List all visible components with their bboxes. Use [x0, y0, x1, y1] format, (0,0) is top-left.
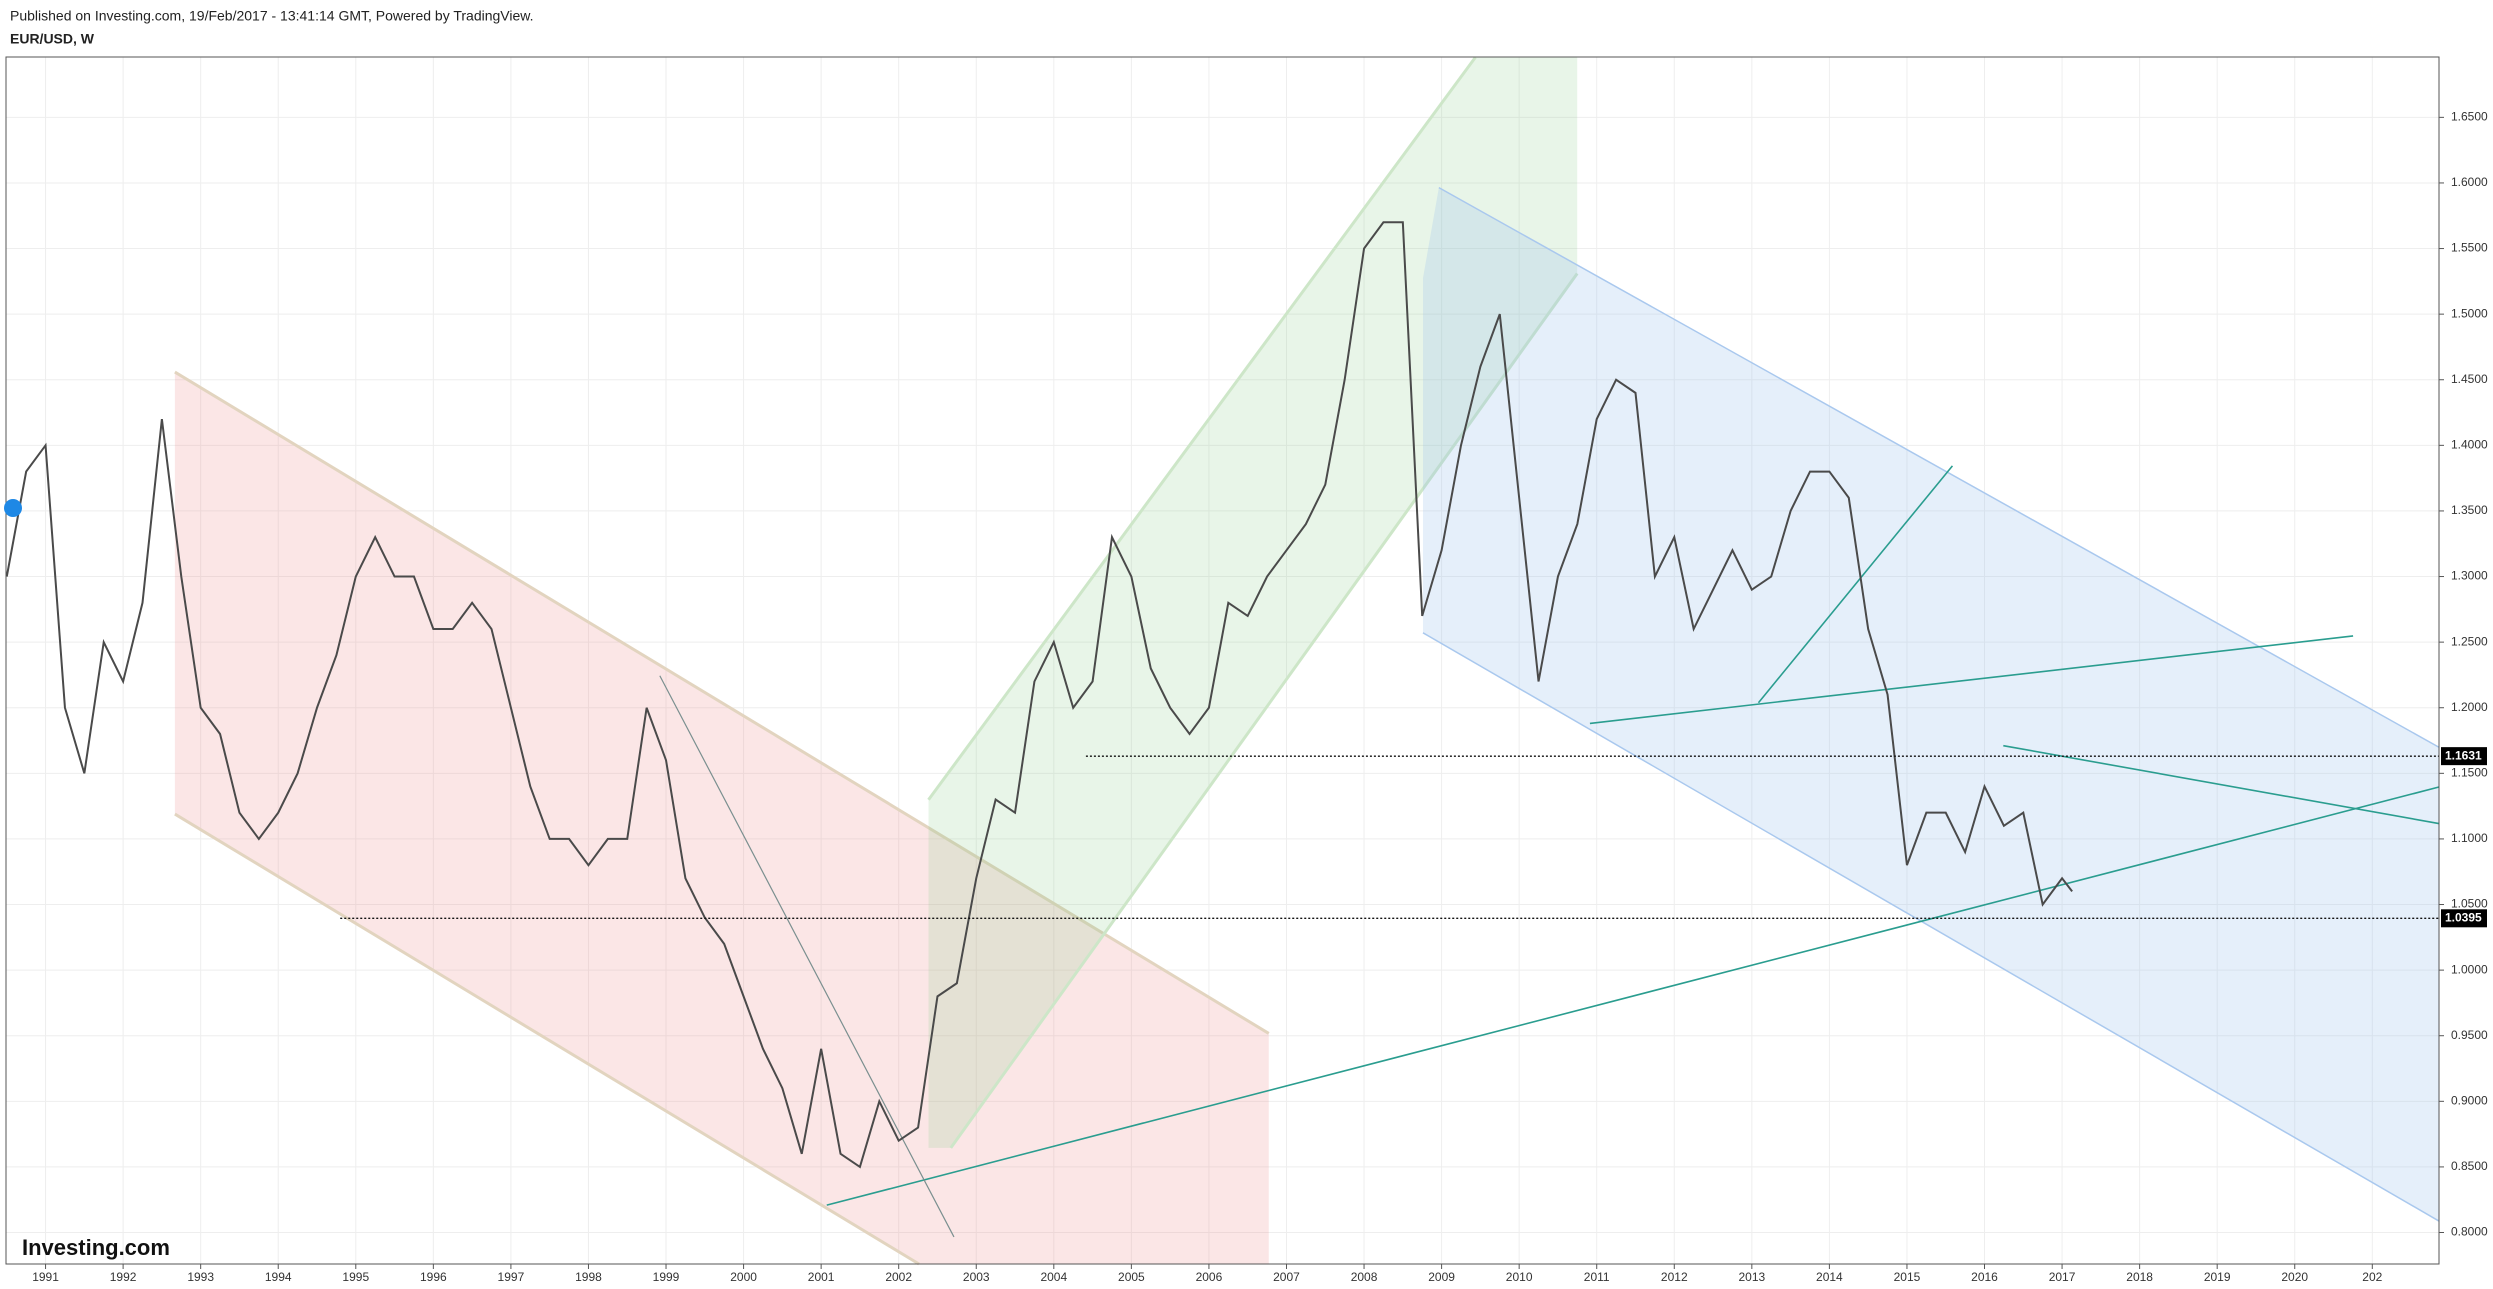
- y-tick-label: 1.6000: [2451, 175, 2488, 189]
- plot-area: [6, 57, 2439, 1264]
- bull-channel: [928, 57, 1578, 1148]
- x-tick-label: 2003: [963, 1270, 990, 1284]
- y-tick-label: 1.0500: [2451, 897, 2488, 911]
- y-tick-label: 1.5000: [2451, 306, 2488, 320]
- y-tick-label: 1.1000: [2451, 831, 2488, 845]
- level-label-box: [2441, 747, 2487, 766]
- x-tick-label: 2014: [1816, 1270, 1843, 1284]
- y-tick-label: 1.5500: [2451, 241, 2488, 255]
- channel-edge: [1422, 632, 2440, 1222]
- x-tick-label: 2019: [2204, 1270, 2231, 1284]
- x-tick-label: 2001: [808, 1270, 835, 1284]
- x-tick-label: 2015: [1894, 1270, 1921, 1284]
- trend-line: [1757, 465, 1954, 704]
- x-tick-label: 2005: [1118, 1270, 1145, 1284]
- level-label: 1.1631: [2445, 748, 2482, 762]
- channel-edge: [174, 812, 920, 1266]
- x-tick-label: 2013: [1738, 1270, 1765, 1284]
- channel-edge: [174, 370, 1270, 1035]
- x-tick-label: 1995: [342, 1270, 369, 1284]
- x-tick-label: 2011: [1584, 1270, 1610, 1284]
- x-tick-label: 1996: [420, 1270, 447, 1284]
- down-channel: [1422, 187, 2439, 1222]
- logo: Investing.com: [22, 1235, 170, 1260]
- x-tick-label: 1994: [265, 1270, 292, 1284]
- x-tick-label: 2000: [730, 1270, 757, 1284]
- subtitle: Published on Investing.com, 19/Feb/2017 …: [10, 8, 534, 24]
- trend-line: [659, 675, 955, 1238]
- x-tick-label: 2017: [2049, 1270, 2076, 1284]
- bear-channel: [174, 372, 1269, 1264]
- x-tick-label: 2012: [1661, 1270, 1688, 1284]
- y-tick-label: 1.6500: [2451, 110, 2488, 124]
- level-label-box: [2441, 909, 2487, 928]
- x-tick-label: 2007: [1273, 1270, 1300, 1284]
- price-line: [5, 221, 2073, 1169]
- level-label: 1.0395: [2445, 910, 2482, 924]
- channel-edge: [927, 56, 1477, 801]
- trend-line: [2003, 744, 2440, 825]
- y-tick-label: 1.0000: [2451, 962, 2488, 976]
- y-tick-label: 0.8000: [2451, 1225, 2488, 1239]
- x-tick-label: 1992: [110, 1270, 137, 1284]
- chart-title: EUR/USD, W: [10, 31, 95, 47]
- x-tick-label: 2004: [1040, 1270, 1067, 1284]
- y-tick-label: 0.8500: [2451, 1159, 2488, 1173]
- channel-edge: [1438, 186, 2440, 748]
- trend-line: [1589, 635, 2354, 725]
- y-tick-label: 1.4500: [2451, 372, 2488, 386]
- x-tick-label: 1997: [498, 1270, 525, 1284]
- x-tick-label: 202: [2362, 1270, 2382, 1284]
- plot-frame: [5, 56, 2440, 1265]
- x-tick-label: 2009: [1428, 1270, 1455, 1284]
- trend-line: [826, 786, 2440, 1206]
- x-tick-label: 2010: [1506, 1270, 1533, 1284]
- x-tick-label: 2008: [1351, 1270, 1378, 1284]
- x-tick-label: 1999: [653, 1270, 680, 1284]
- x-tick-label: 1991: [32, 1270, 59, 1284]
- y-tick-label: 1.2500: [2451, 634, 2488, 648]
- x-tick-label: 2002: [885, 1270, 912, 1284]
- y-tick-label: 1.2000: [2451, 700, 2488, 714]
- x-tick-label: 2018: [2126, 1270, 2153, 1284]
- x-tick-label: 2020: [2281, 1270, 2308, 1284]
- x-tick-label: 2006: [1196, 1270, 1223, 1284]
- x-tick-label: 2016: [1971, 1270, 1998, 1284]
- y-tick-label: 0.9000: [2451, 1093, 2488, 1107]
- y-tick-label: 1.1500: [2451, 766, 2488, 780]
- channel-edge: [949, 272, 1579, 1149]
- y-tick-label: 1.3500: [2451, 503, 2488, 517]
- x-tick-label: 1998: [575, 1270, 602, 1284]
- y-tick-label: 1.3000: [2451, 569, 2488, 583]
- y-tick-label: 1.4000: [2451, 438, 2488, 452]
- x-tick-label: 1993: [187, 1270, 214, 1284]
- y-tick-label: 0.9500: [2451, 1028, 2488, 1042]
- marker-icon: [4, 499, 22, 517]
